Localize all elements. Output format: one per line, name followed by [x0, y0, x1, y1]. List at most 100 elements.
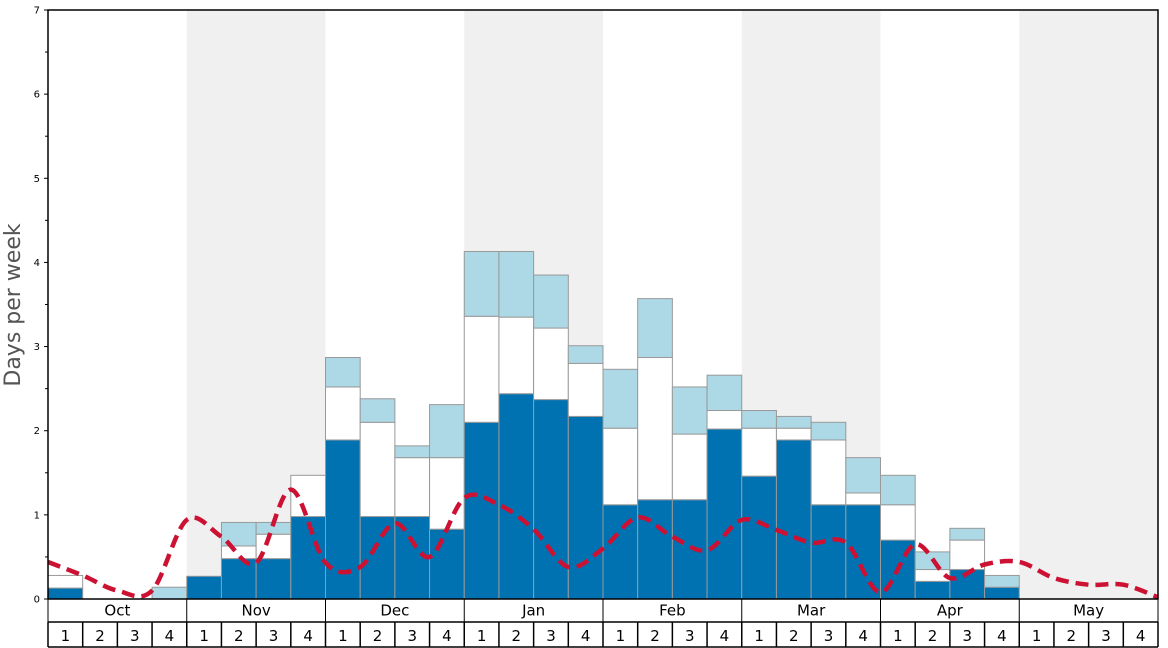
bar-segment-white: [706, 410, 743, 430]
week-label: 3: [407, 627, 417, 645]
bar-segment-dark: [498, 393, 535, 600]
bar-segment-light: [880, 474, 916, 506]
bar-segment-dark: [325, 439, 361, 600]
bar-segment-light: [463, 250, 500, 317]
week-label: 1: [1032, 627, 1042, 645]
week-label: 1: [616, 627, 626, 645]
week-label: 2: [650, 627, 660, 645]
bar-segment-light: [429, 404, 465, 459]
week-label: 2: [512, 627, 522, 645]
week-label: 3: [130, 627, 140, 645]
month-label: Nov: [241, 602, 270, 620]
week-label: 4: [997, 627, 1007, 645]
bar-segment-dark: [359, 516, 396, 600]
y-axis-label: Days per week: [1, 223, 26, 386]
bar-segment-light: [602, 368, 639, 429]
week-label: 4: [1136, 627, 1146, 645]
bar-segment-dark: [290, 516, 326, 600]
week-label: 2: [1067, 627, 1077, 645]
bar-segment-dark: [429, 528, 465, 600]
y-tick-label: 1: [34, 510, 40, 521]
bar-segment-light: [775, 415, 812, 429]
bar-segment-light: [498, 250, 535, 318]
x-axis: Oct Nov Dec Jan Feb Mar Apr May 1 2 3 4 1 2 3 4 1 2 3 4 1 2 3 4…: [47, 599, 1159, 648]
week-label: 1: [477, 627, 487, 645]
dashed-trend-line: [47, 487, 1159, 600]
bar-segment-white: [429, 457, 465, 530]
week-label: 2: [928, 627, 938, 645]
bar-segment-white: [394, 457, 431, 518]
y-tick-label: 2: [34, 426, 40, 437]
y-tick-label: 0: [34, 595, 40, 606]
bar-segment-dark: [775, 439, 812, 600]
bar-segment-light: [671, 386, 708, 435]
bar-segment-white: [741, 427, 777, 477]
bar-segment-dark: [533, 399, 569, 600]
bar-segment-white: [47, 574, 84, 589]
week-label: 2: [789, 627, 799, 645]
bar-segment-white: [845, 492, 881, 506]
bar-segment-light: [810, 421, 847, 441]
y-tick-label: 6: [34, 90, 40, 101]
week-label: 1: [893, 627, 903, 645]
y-tick-label: 5: [34, 174, 40, 185]
bar-segment-dark: [47, 587, 84, 600]
bar-segment-white: [463, 315, 500, 423]
month-label: Oct: [104, 602, 130, 620]
bar-segment-dark: [567, 415, 604, 600]
week-label: 4: [442, 627, 452, 645]
bar-segment-light: [567, 345, 604, 364]
week-label: 4: [858, 627, 868, 645]
bar-segment-white: [810, 439, 847, 506]
bar-segment-white: [775, 427, 812, 441]
bar-segment-dark: [637, 499, 673, 600]
bar-segment-light: [325, 357, 361, 388]
week-label: 2: [234, 627, 244, 645]
y-tick-label: 7: [34, 6, 40, 17]
bar-segment-light: [845, 457, 881, 494]
week-label: 3: [962, 627, 972, 645]
bar-segment-light: [949, 527, 986, 541]
month-label: Mar: [797, 602, 826, 620]
bar-segment-white: [602, 427, 639, 506]
week-label: 4: [581, 627, 591, 645]
week-label: 4: [303, 627, 313, 645]
bar-segment-dark: [914, 580, 951, 600]
week-label: 4: [165, 627, 175, 645]
month-label: Apr: [937, 602, 964, 620]
week-label: 3: [685, 627, 695, 645]
week-label: 1: [61, 627, 71, 645]
bar-segment-white: [671, 433, 708, 501]
month-label: May: [1073, 602, 1104, 620]
bar-segment-white: [325, 386, 361, 441]
bar-segment-white: [533, 327, 569, 401]
y-ticks: 0 1 2 3 4 5 6 7: [34, 6, 48, 606]
bar-segment-dark: [706, 428, 743, 600]
month-shade-may: [1019, 10, 1158, 599]
y-tick-label: 4: [34, 258, 40, 269]
bar-segment-white: [220, 545, 257, 560]
bar-segment-white: [637, 357, 673, 501]
week-label: 1: [754, 627, 764, 645]
month-label: Dec: [380, 602, 409, 620]
bar-segment-white: [359, 421, 396, 518]
bars: [47, 250, 1020, 600]
bar-segment-dark: [984, 586, 1020, 600]
week-label: 3: [824, 627, 834, 645]
bar-segment-white: [567, 362, 604, 417]
bar-segment-light: [637, 298, 673, 359]
bar-segment-dark: [186, 575, 222, 600]
bar-segment-dark: [220, 558, 257, 600]
bar-segment-white: [949, 539, 986, 571]
bar-segment-light: [394, 445, 431, 459]
bar-segment-dark: [463, 421, 500, 600]
week-label: 3: [269, 627, 279, 645]
y-tick-label: 3: [34, 342, 40, 353]
month-label: Feb: [659, 602, 686, 620]
bar-segment-dark: [602, 504, 639, 600]
bar-segment-light: [151, 586, 188, 600]
week-label: 1: [199, 627, 209, 645]
week-label: 3: [1101, 627, 1111, 645]
bar-segment-dark: [741, 475, 777, 600]
